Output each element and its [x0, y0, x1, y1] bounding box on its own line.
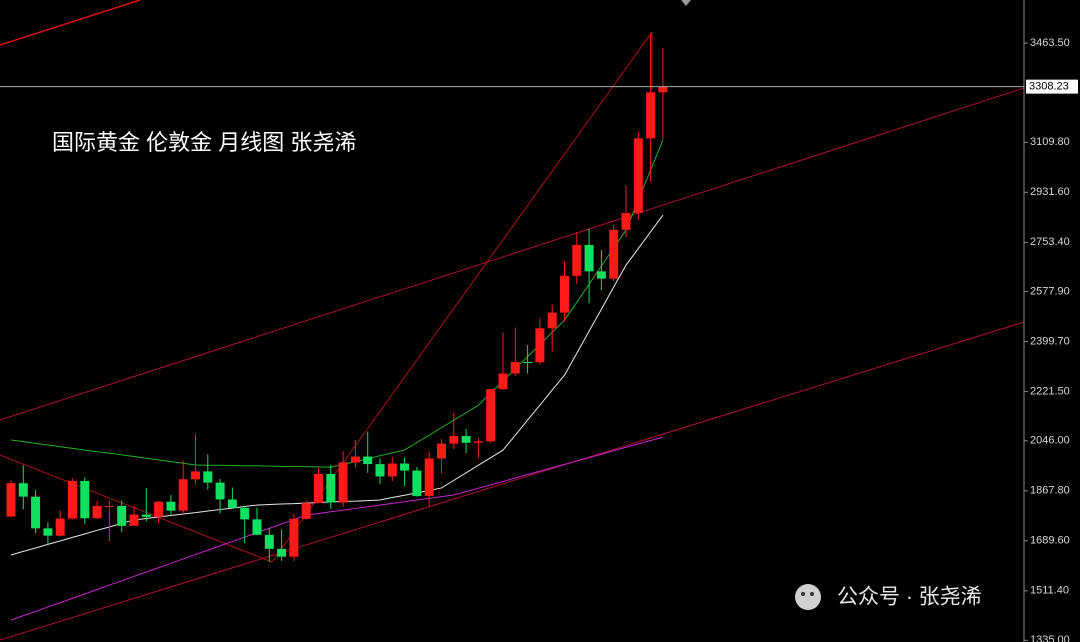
trend-line	[0, 454, 273, 563]
y-tick-label: 2046.00	[1030, 435, 1070, 447]
trend-lines	[0, 0, 1025, 641]
candle-body	[215, 482, 225, 500]
candle-body	[424, 458, 434, 497]
moving-average	[10, 139, 664, 468]
candle-body	[154, 501, 164, 517]
watermark-text: 公众号 · 张尧浠	[837, 586, 982, 609]
candle-body	[166, 501, 176, 511]
wechat-icon-eye	[810, 592, 814, 596]
candle-body	[68, 480, 77, 519]
candle-body	[572, 244, 582, 276]
candle-body	[43, 528, 53, 536]
candle-body	[301, 503, 311, 519]
candle-body	[510, 361, 520, 374]
last-price-label: 3308.23	[1029, 81, 1069, 93]
candle-body	[584, 244, 594, 272]
y-tick-label: 1335.00	[1030, 634, 1070, 642]
candle-body	[547, 312, 557, 329]
trend-line	[0, 87, 1025, 421]
y-tick-label: 3463.50	[1030, 37, 1070, 49]
candle-body	[178, 479, 188, 511]
candle-body	[252, 519, 262, 535]
candle-body	[412, 470, 422, 497]
y-tick-label: 3109.80	[1030, 136, 1070, 148]
y-tick-label: 2221.50	[1030, 385, 1070, 397]
candle-body	[633, 138, 643, 213]
candle-body	[227, 499, 237, 508]
wechat-icon	[795, 584, 821, 610]
candle-body	[400, 463, 410, 471]
watermark: 公众号 · 张尧浠	[795, 584, 982, 610]
candle-body	[314, 473, 323, 504]
candle-body	[141, 514, 151, 517]
candle-body	[18, 483, 28, 497]
trend-line	[0, 0, 141, 46]
chart-title: 国际黄金 伦敦金 月线图 张尧浠	[52, 130, 356, 155]
candle-body	[203, 471, 213, 483]
candle-body	[191, 471, 200, 480]
candle-body	[387, 463, 397, 477]
candle-body	[6, 483, 16, 517]
moving-average	[10, 436, 664, 621]
candle-body	[658, 86, 668, 93]
candle-body	[92, 505, 102, 519]
candle-body	[596, 271, 606, 279]
y-tick-label: 1689.60	[1030, 535, 1070, 547]
candle-body	[350, 456, 360, 463]
y-tick-label: 1511.40	[1030, 585, 1069, 597]
candle-body	[104, 505, 114, 507]
y-tick-label: 2577.90	[1030, 285, 1070, 297]
candle-body	[55, 518, 65, 536]
candle-body	[560, 275, 569, 313]
candle-body	[80, 480, 90, 519]
candle-body	[473, 441, 483, 443]
candle-body	[363, 456, 373, 465]
y-tick-label: 2399.70	[1030, 335, 1070, 347]
candle-body	[437, 443, 446, 459]
candle-body	[486, 389, 496, 442]
y-tick-label: 2753.40	[1030, 236, 1070, 248]
candle-body	[375, 464, 385, 477]
y-tick-label: 2931.60	[1030, 186, 1070, 198]
candle-body	[240, 507, 250, 520]
candle-body	[646, 92, 656, 139]
last-price-box	[1026, 79, 1078, 94]
candle-body	[264, 534, 274, 549]
wechat-icon-eye	[801, 592, 805, 596]
candle-body	[326, 473, 336, 503]
candle-body	[289, 518, 299, 557]
candle-body	[338, 462, 348, 503]
candle-body	[621, 212, 631, 230]
candle-body	[129, 514, 139, 526]
trend-line	[0, 321, 1025, 641]
candle-body	[449, 436, 459, 444]
y-tick-label: 1867.80	[1030, 485, 1070, 497]
candle-body	[535, 328, 545, 363]
dropdown-arrow[interactable]	[681, 0, 691, 6]
candle-body	[461, 436, 471, 443]
trend-line	[271, 31, 653, 563]
candle-body	[31, 496, 41, 529]
candle-body	[523, 361, 533, 363]
candle-body	[498, 373, 508, 390]
candle-body	[609, 229, 619, 279]
candle-body	[277, 548, 287, 557]
candle-body	[117, 505, 127, 526]
